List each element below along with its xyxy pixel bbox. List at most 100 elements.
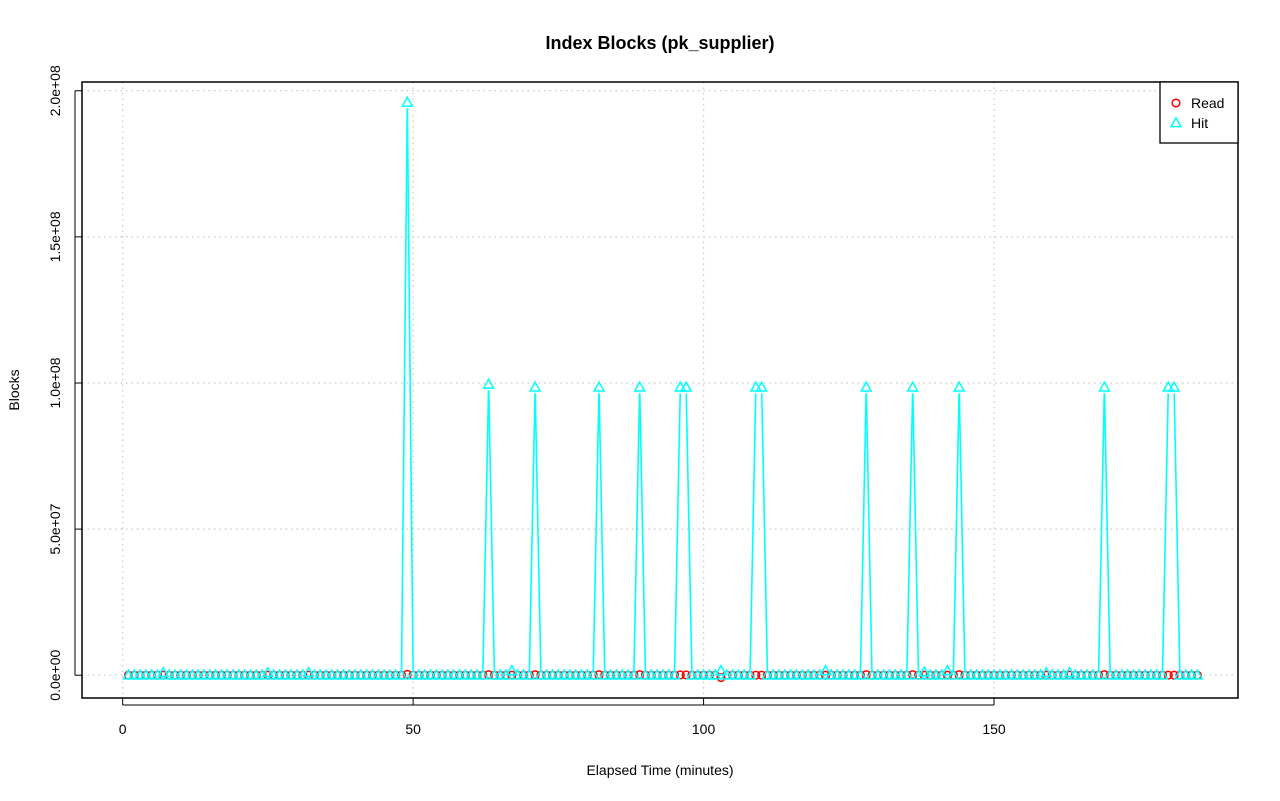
hit-point	[122, 668, 135, 680]
x-tick-label: 0	[119, 721, 127, 737]
hit-point	[511, 668, 524, 680]
hit-point	[313, 668, 327, 680]
hit-point	[662, 668, 675, 680]
hit-point	[494, 668, 507, 680]
hit-point	[697, 668, 710, 680]
hit-point	[1040, 666, 1053, 678]
y-tick-label: 1.0e+08	[47, 357, 63, 408]
series-layer	[122, 95, 1204, 683]
hit-point	[302, 666, 315, 678]
hit-point	[1156, 668, 1169, 680]
hit-point	[854, 668, 867, 680]
hit-point	[923, 668, 937, 680]
hit-point	[1011, 668, 1024, 680]
hit-line-segment	[906, 393, 914, 670]
hit-point	[505, 664, 519, 676]
hit-point	[947, 668, 960, 680]
grid	[82, 82, 1238, 698]
hit-point	[842, 668, 856, 680]
hit-point	[743, 668, 757, 680]
hit-point	[1162, 380, 1175, 392]
hit-point	[186, 668, 199, 680]
hit-point	[145, 668, 158, 680]
hit-point	[377, 668, 391, 680]
hit-point	[226, 668, 240, 680]
hit-line-segment	[865, 393, 873, 670]
hit-point	[441, 668, 455, 680]
hit-point	[1179, 668, 1192, 680]
hit-point	[401, 95, 414, 107]
hit-point	[1144, 668, 1158, 680]
hit-point	[1133, 668, 1146, 680]
hit-point	[389, 668, 402, 680]
hit-point	[883, 668, 896, 680]
y-axis-title: Blocks	[6, 369, 22, 410]
hit-point	[342, 668, 356, 680]
hit-point	[685, 668, 699, 680]
hit-point	[459, 668, 472, 680]
hit-point	[476, 668, 490, 680]
y-axis: 0.0e+00 5.0e+07 1.0e+08 1.5e+08 2.0e+08	[47, 65, 82, 701]
hit-point	[250, 668, 263, 680]
hit-point	[720, 668, 734, 680]
hit-line-segment	[1173, 393, 1181, 670]
hit-point	[430, 668, 443, 680]
y-tick-label: 0.0e+00	[47, 649, 63, 700]
hit-point	[796, 668, 809, 680]
hit-point	[1005, 668, 1018, 680]
hit-point	[372, 668, 385, 680]
hit-point	[761, 668, 774, 680]
hit-point	[1063, 666, 1076, 678]
hit-point	[540, 668, 553, 680]
hit-point	[523, 668, 536, 680]
hit-point	[1092, 668, 1105, 680]
legend-box	[1159, 81, 1239, 144]
hit-point	[563, 668, 577, 680]
hit-point	[424, 668, 437, 680]
hit-point	[749, 380, 763, 392]
hit-point	[1185, 668, 1198, 680]
hit-point	[488, 668, 501, 680]
hit-point	[679, 380, 693, 392]
hit-point	[894, 668, 908, 680]
hit-point	[575, 668, 588, 680]
hit-point	[1109, 668, 1123, 680]
x-axis: 0 50 100 150	[119, 698, 1006, 737]
hit-point	[656, 668, 670, 680]
hit-point	[325, 668, 339, 680]
hit-point	[1022, 668, 1036, 680]
hit-point	[221, 668, 234, 680]
hit-point	[267, 668, 280, 680]
hit-point	[621, 668, 635, 680]
hit-point	[674, 380, 687, 392]
hit-line-segment	[638, 393, 647, 670]
hit-point	[482, 377, 495, 389]
hit-point	[970, 668, 983, 680]
hit-point	[418, 668, 431, 680]
hit-point	[569, 668, 582, 680]
hit-point	[627, 668, 641, 680]
hit-point	[755, 380, 768, 392]
hit-point	[284, 668, 298, 680]
hit-point	[784, 668, 797, 680]
legend: Read Hit	[1159, 81, 1239, 144]
hit-point	[906, 380, 919, 392]
hit-point	[128, 668, 141, 680]
hit-point	[464, 668, 478, 680]
legend-read-symbol	[1171, 98, 1181, 108]
hit-line-segment	[528, 393, 536, 670]
hit-point	[778, 668, 792, 680]
hit-point	[726, 668, 739, 680]
hit-point	[714, 664, 728, 676]
hit-point	[1074, 668, 1088, 680]
hit-point	[952, 380, 966, 392]
hit-line-segment	[952, 393, 960, 670]
hit-point	[650, 668, 664, 680]
hit-point	[871, 668, 885, 680]
hit-point	[639, 668, 652, 680]
hit-point	[348, 668, 362, 680]
hit-point	[203, 668, 217, 680]
hit-point	[1138, 668, 1152, 680]
hit-point	[1028, 668, 1041, 680]
hit-point	[790, 668, 803, 680]
